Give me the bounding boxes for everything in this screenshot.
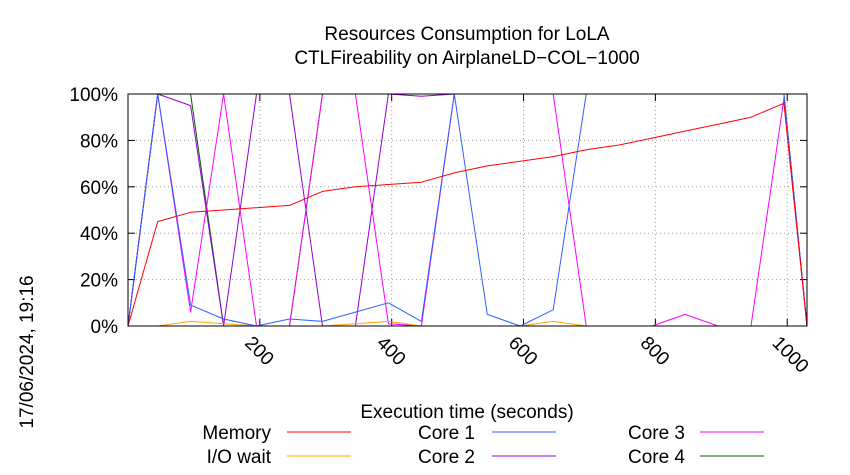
- chart-subtitle: CTLFireability on AirplaneLD−COL−1000: [294, 48, 639, 69]
- plot-frame: [127, 93, 808, 327]
- legend-label-i-o-wait: I/O wait: [207, 447, 272, 468]
- chart-title: Resources Consumption for LoLA: [324, 24, 609, 45]
- x-tick-labels: 200 400 600 800 1000: [240, 333, 812, 378]
- x-tick-label: 200: [240, 333, 277, 370]
- y-tick-label: 80%: [80, 131, 118, 152]
- y-tick-label: 0%: [91, 317, 119, 338]
- y-tick-label: 100%: [69, 85, 118, 106]
- legend-label-memory: Memory: [202, 423, 271, 444]
- x-tick-label: 400: [372, 333, 409, 370]
- legend: Memory I/O wait Core 1 Core 2 Core 3 Core 4: [202, 423, 764, 468]
- legend-label-core-1: Core 1: [418, 423, 475, 444]
- legend-label-core-4: Core 4: [628, 447, 685, 468]
- y-tick-label: 60%: [80, 178, 118, 199]
- y-tick-labels: 0% 20% 40% 60% 80% 100%: [69, 85, 118, 338]
- series-line-i-o-wait: [128, 320, 807, 327]
- legend-label-core-3: Core 3: [628, 423, 685, 444]
- x-tick-label: 1000: [768, 333, 813, 378]
- x-axis-label: Execution time (seconds): [360, 402, 573, 423]
- series-line-memory: [127, 102, 808, 327]
- series-lines: [127, 93, 808, 327]
- legend-label-core-2: Core 2: [418, 447, 475, 468]
- x-tick-label: 800: [636, 333, 673, 370]
- x-tick-label: 600: [504, 333, 541, 370]
- y-tick-label: 20%: [80, 271, 118, 292]
- timestamp-label: 17/06/2024, 19:16: [17, 275, 38, 428]
- y-tick-label: 40%: [80, 224, 118, 245]
